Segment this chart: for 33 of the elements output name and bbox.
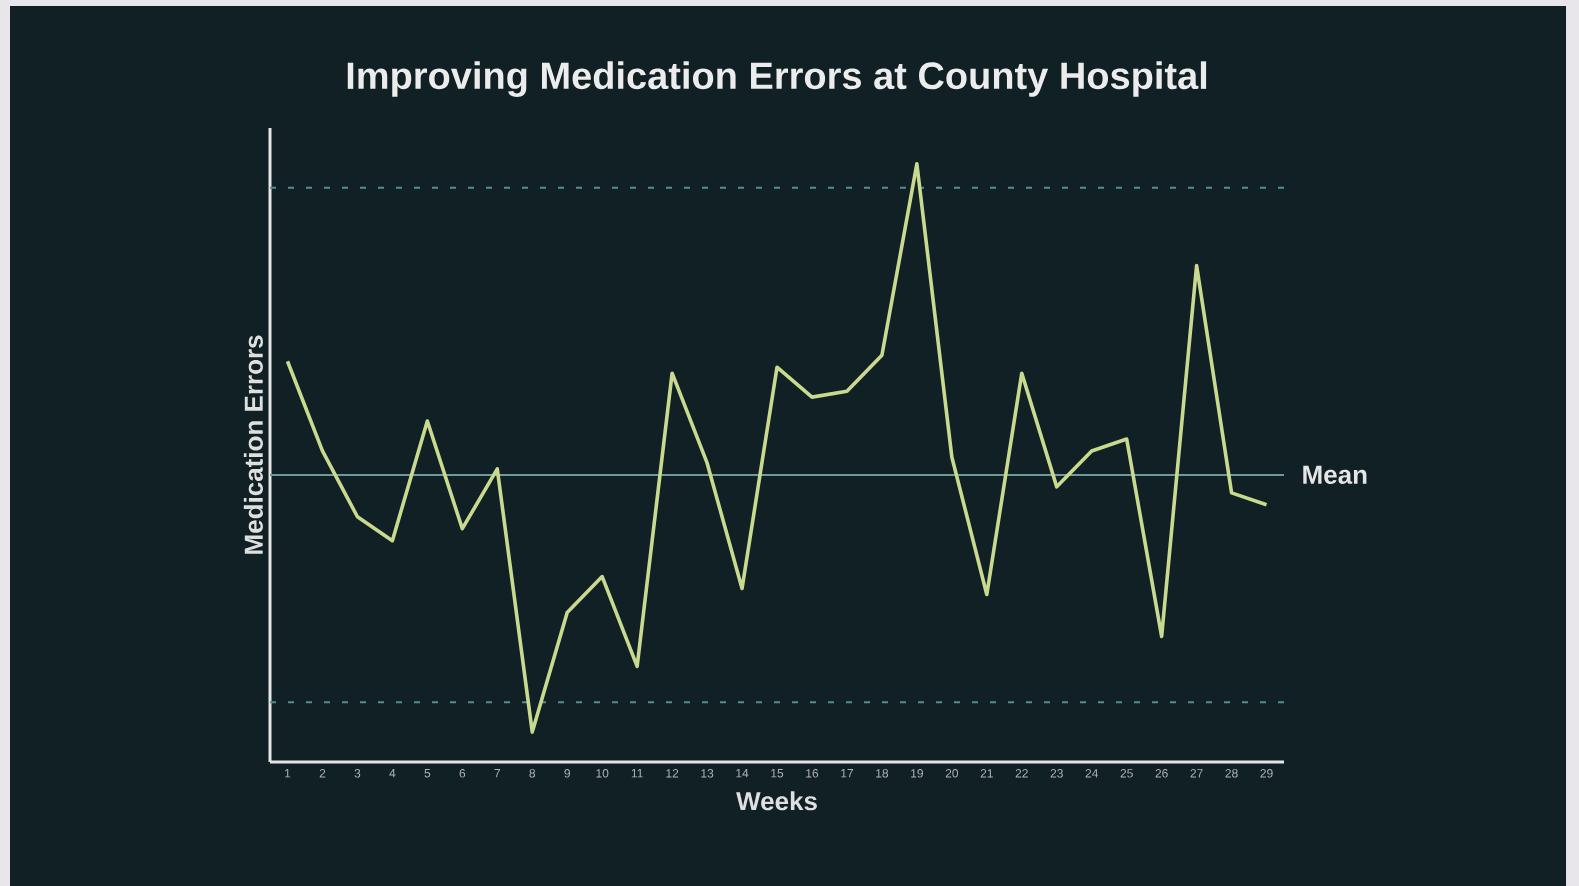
x-axis-title: Weeks [736,791,817,811]
x-tick-label: 14 [736,769,749,778]
x-tick-label: 2 [319,769,326,778]
x-tick-label: 15 [771,769,784,778]
x-tick-label: 11 [631,769,643,778]
x-tick-label: 23 [1050,769,1063,778]
x-tick-label: 8 [529,769,536,778]
x-tick-label: 26 [1155,769,1168,778]
x-tick-label: 25 [1120,769,1133,778]
ref-line-label: Mean [1303,465,1367,484]
x-tick-label: 19 [911,769,923,778]
x-tick-label: 4 [389,769,396,778]
x-tick-label: 24 [1085,769,1099,778]
x-tick-label: 10 [596,769,609,778]
x-tick-label: 13 [701,769,714,778]
x-tick-label: 22 [1015,769,1028,778]
x-tick-label: 21 [980,769,993,778]
x-tick-label: 1 [285,769,291,778]
x-tick-label: 12 [666,769,679,778]
x-tick-label: 28 [1225,769,1238,778]
x-tick-label: 27 [1190,769,1203,778]
x-tick-label: 7 [494,769,501,778]
chart-title: Improving Medication Errors at County Hospital [347,61,1207,97]
x-tick-label: 3 [354,769,361,778]
x-tick-label: 6 [459,769,466,778]
x-tick-label: 5 [424,769,431,778]
x-tick-label: 17 [841,769,854,778]
x-tick-label: 18 [876,769,889,778]
x-tick-label: 9 [564,769,570,778]
y-axis-title: Medication Errors [243,335,263,554]
x-tick-label: 20 [945,769,959,778]
x-tick-label: 29 [1260,769,1273,778]
x-tick-label: 16 [806,769,819,778]
